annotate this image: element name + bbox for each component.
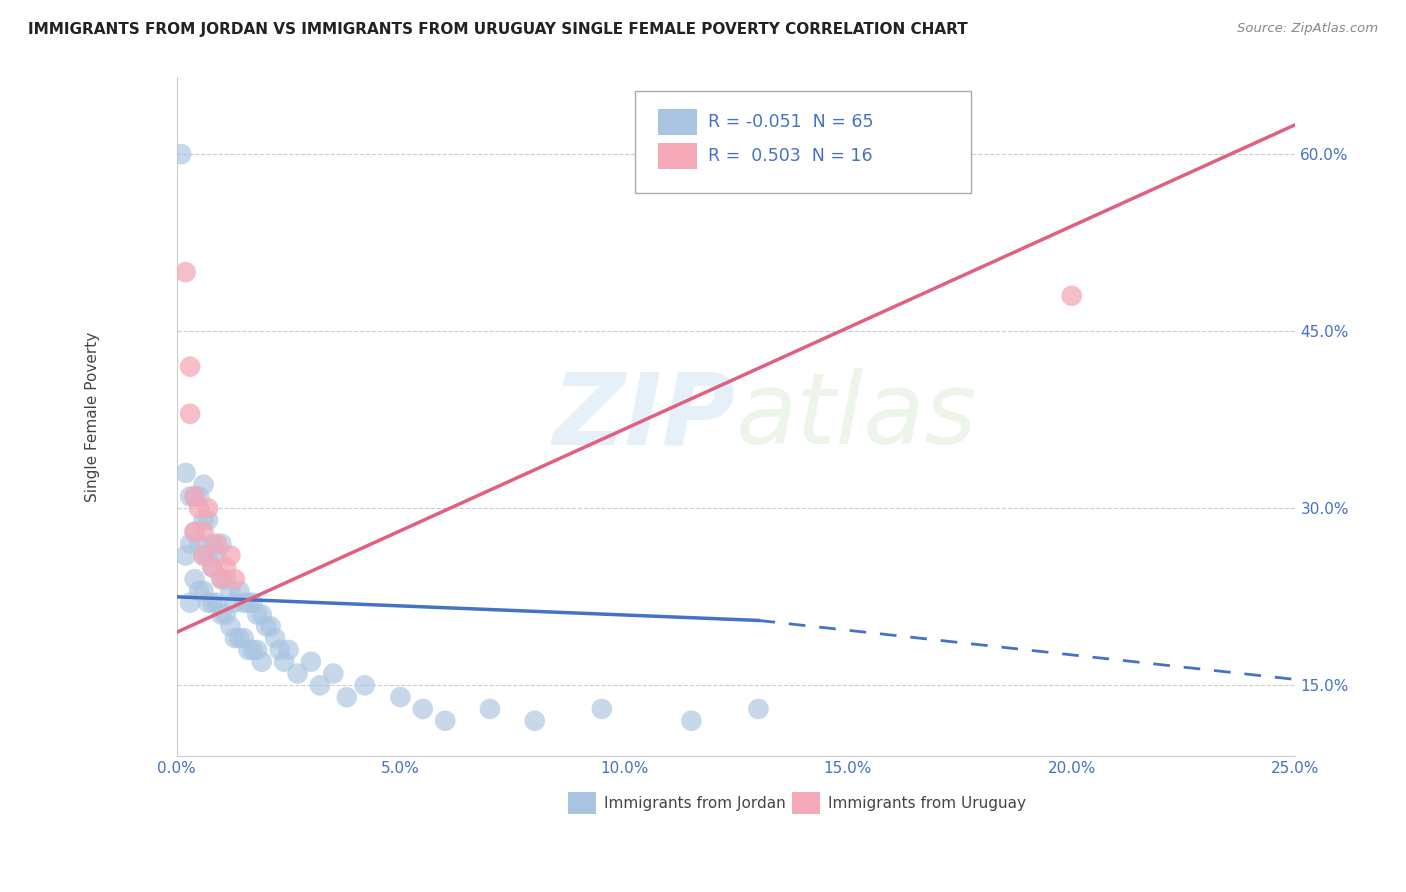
Point xyxy=(353,678,375,692)
Text: ZIP: ZIP xyxy=(553,368,737,466)
Point xyxy=(197,513,219,527)
Point xyxy=(209,572,232,586)
Point xyxy=(170,147,193,161)
Text: Immigrants from Uruguay: Immigrants from Uruguay xyxy=(828,796,1026,811)
Point xyxy=(205,537,228,551)
Point xyxy=(205,549,228,563)
Point xyxy=(201,537,224,551)
Point xyxy=(193,524,215,539)
Point xyxy=(264,631,287,645)
Point xyxy=(197,549,219,563)
Bar xyxy=(568,792,596,814)
Bar xyxy=(658,110,697,135)
Point xyxy=(250,655,273,669)
Point xyxy=(523,714,546,728)
Point xyxy=(224,572,246,586)
Point xyxy=(193,583,215,598)
Point xyxy=(183,490,205,504)
Point xyxy=(681,714,703,728)
FancyBboxPatch shape xyxy=(636,91,972,193)
Point xyxy=(228,583,250,598)
Point xyxy=(188,501,211,516)
Point xyxy=(238,643,260,657)
Point xyxy=(287,666,309,681)
Point xyxy=(219,619,242,633)
Point xyxy=(242,596,264,610)
Point xyxy=(269,643,291,657)
Point xyxy=(174,466,197,480)
Point xyxy=(232,596,254,610)
Point xyxy=(179,490,201,504)
Point xyxy=(188,537,211,551)
Point xyxy=(260,619,283,633)
Text: Immigrants from Jordan: Immigrants from Jordan xyxy=(605,796,786,811)
Point xyxy=(224,596,246,610)
Point xyxy=(179,359,201,374)
Point xyxy=(193,549,215,563)
Point xyxy=(219,549,242,563)
Bar xyxy=(792,792,820,814)
Point xyxy=(434,714,457,728)
Point xyxy=(322,666,344,681)
Point xyxy=(201,560,224,574)
Point xyxy=(219,583,242,598)
Point xyxy=(389,690,412,705)
Point xyxy=(197,596,219,610)
Point xyxy=(224,631,246,645)
Point xyxy=(193,477,215,491)
Point xyxy=(232,631,254,645)
Point xyxy=(205,596,228,610)
Point xyxy=(228,631,250,645)
Point xyxy=(183,572,205,586)
Point xyxy=(1060,289,1083,303)
Point xyxy=(250,607,273,622)
Point xyxy=(591,702,613,716)
Text: R = -0.051  N = 65: R = -0.051 N = 65 xyxy=(709,113,873,131)
Point xyxy=(238,596,260,610)
Point xyxy=(299,655,322,669)
Point xyxy=(215,607,238,622)
Point xyxy=(183,490,205,504)
Point xyxy=(254,619,277,633)
Point xyxy=(174,549,197,563)
Point xyxy=(246,643,269,657)
Point xyxy=(197,501,219,516)
Point xyxy=(183,524,205,539)
Point xyxy=(188,490,211,504)
Point xyxy=(215,560,238,574)
Point xyxy=(747,702,769,716)
Point xyxy=(179,537,201,551)
Point xyxy=(188,583,211,598)
Point xyxy=(215,572,238,586)
Point xyxy=(273,655,295,669)
Text: Source: ZipAtlas.com: Source: ZipAtlas.com xyxy=(1237,22,1378,36)
Point xyxy=(209,572,232,586)
Point xyxy=(179,596,201,610)
Text: atlas: atlas xyxy=(737,368,977,466)
Point xyxy=(242,643,264,657)
Point xyxy=(246,607,269,622)
Point xyxy=(209,537,232,551)
Point xyxy=(209,607,232,622)
Text: IMMIGRANTS FROM JORDAN VS IMMIGRANTS FROM URUGUAY SINGLE FEMALE POVERTY CORRELAT: IMMIGRANTS FROM JORDAN VS IMMIGRANTS FRO… xyxy=(28,22,967,37)
Y-axis label: Single Female Poverty: Single Female Poverty xyxy=(86,332,100,502)
Point xyxy=(193,513,215,527)
Point xyxy=(478,702,501,716)
Point xyxy=(193,549,215,563)
Point xyxy=(183,524,205,539)
Point xyxy=(201,596,224,610)
Point xyxy=(201,560,224,574)
Text: R =  0.503  N = 16: R = 0.503 N = 16 xyxy=(709,147,873,165)
Point xyxy=(412,702,434,716)
Point xyxy=(277,643,299,657)
Point xyxy=(179,407,201,421)
Point xyxy=(174,265,197,279)
Point xyxy=(309,678,332,692)
Point xyxy=(336,690,359,705)
Bar xyxy=(658,144,697,169)
